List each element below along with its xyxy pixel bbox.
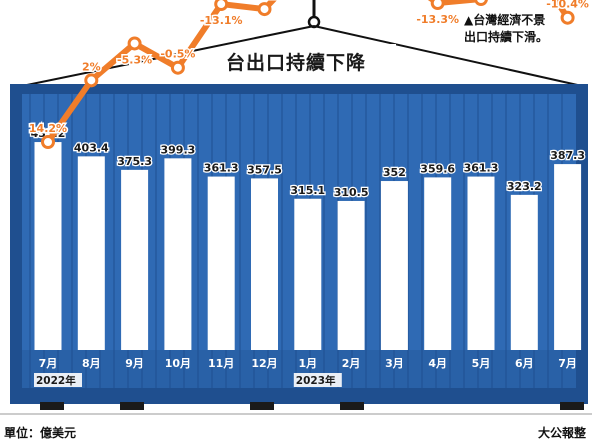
x-tick-label: 7月: [39, 357, 58, 370]
growth-value-label: -12.1%: [243, 0, 286, 2]
container-top-rail: [10, 84, 588, 94]
chart-title: 台出口持續下降: [225, 52, 366, 74]
container-foot: [340, 402, 364, 410]
bar: [424, 177, 452, 350]
bar-value-label: 323.2: [507, 180, 542, 193]
growth-point: [127, 36, 142, 51]
container-foot: [250, 402, 274, 410]
growth-point: [257, 2, 272, 17]
growth-value-label: -13.3%: [416, 13, 459, 26]
bar-value-label: 315.1: [290, 184, 325, 197]
growth-point: [41, 135, 55, 149]
sling-left: [21, 25, 315, 87]
caption: ▲台灣經濟不景 出口持續下滑。: [464, 12, 584, 46]
bar-value-label: 352: [383, 166, 406, 179]
caption-line-1: ▲台灣經濟不景: [464, 13, 546, 27]
growth-point: [474, 0, 488, 6]
x-tick-label: 11月: [208, 357, 234, 370]
bar-value-label: 357.5: [247, 163, 282, 176]
bar: [294, 198, 322, 350]
growth-value-label: -0.5%: [160, 48, 195, 61]
bar-value-label: 359.6: [420, 162, 455, 175]
bar: [380, 181, 408, 350]
year-label-bg: [34, 373, 82, 387]
growth-value-label: -13.1%: [200, 14, 243, 27]
growth-point: [560, 10, 575, 25]
bar-value-label: 375.3: [117, 155, 152, 168]
container-bottom-rail: [10, 388, 588, 404]
container-foot: [120, 402, 144, 410]
unit-label: 單位：億美元: [4, 426, 77, 440]
bar: [164, 158, 192, 350]
x-tick-label: 4月: [428, 357, 447, 370]
bar: [34, 142, 62, 350]
x-tick-label: 5月: [472, 357, 491, 370]
year-label-bg: [293, 373, 342, 387]
growth-point: [170, 60, 185, 75]
x-tick-label: 3月: [385, 357, 404, 370]
bar-value-label: 403.4: [74, 141, 109, 154]
caption-line-2: 出口持續下滑。: [464, 30, 549, 44]
bar: [510, 194, 538, 350]
year-label: 2022年: [36, 374, 76, 387]
source-label: 大公報整: [537, 426, 586, 440]
bar-value-label: 399.3: [161, 143, 196, 156]
bar: [554, 164, 582, 350]
x-tick-label: 2月: [342, 357, 361, 370]
x-tick-label: 10月: [165, 357, 191, 370]
container-foot: [40, 402, 64, 410]
growth-point: [84, 73, 99, 88]
sling-right: [313, 25, 583, 87]
bar: [337, 200, 365, 350]
hook-ring: [307, 15, 321, 29]
x-tick-label: 7月: [558, 357, 577, 370]
growth-point: [214, 0, 229, 12]
growth-value-label: 2%: [82, 60, 101, 73]
x-tick-label: 9月: [125, 357, 144, 370]
x-tick-label: 6月: [515, 357, 534, 370]
growth-value-label: -10.4%: [546, 0, 589, 11]
bar: [251, 178, 278, 350]
growth-point: [430, 0, 445, 11]
year-label: 2023年: [296, 374, 336, 387]
x-tick-label: 12月: [251, 357, 277, 370]
x-tick-label: 1月: [298, 357, 317, 370]
bar: [467, 176, 495, 350]
bar: [207, 176, 235, 350]
container-left-post: [10, 84, 22, 404]
title-backdrop: [232, 44, 396, 74]
bar-value-label: 387.3: [550, 149, 585, 162]
growth-value-label: 14.2%: [29, 122, 67, 135]
bar-value-label: 361.3: [204, 162, 239, 175]
bar: [77, 156, 105, 350]
growth-value-label: -5.3%: [117, 53, 152, 66]
bar-value-label: 310.5: [334, 186, 369, 199]
x-tick-label: 8月: [82, 357, 101, 370]
container-foot: [560, 402, 584, 410]
bar-value-label: 361.3: [464, 162, 499, 175]
bar: [121, 169, 149, 350]
